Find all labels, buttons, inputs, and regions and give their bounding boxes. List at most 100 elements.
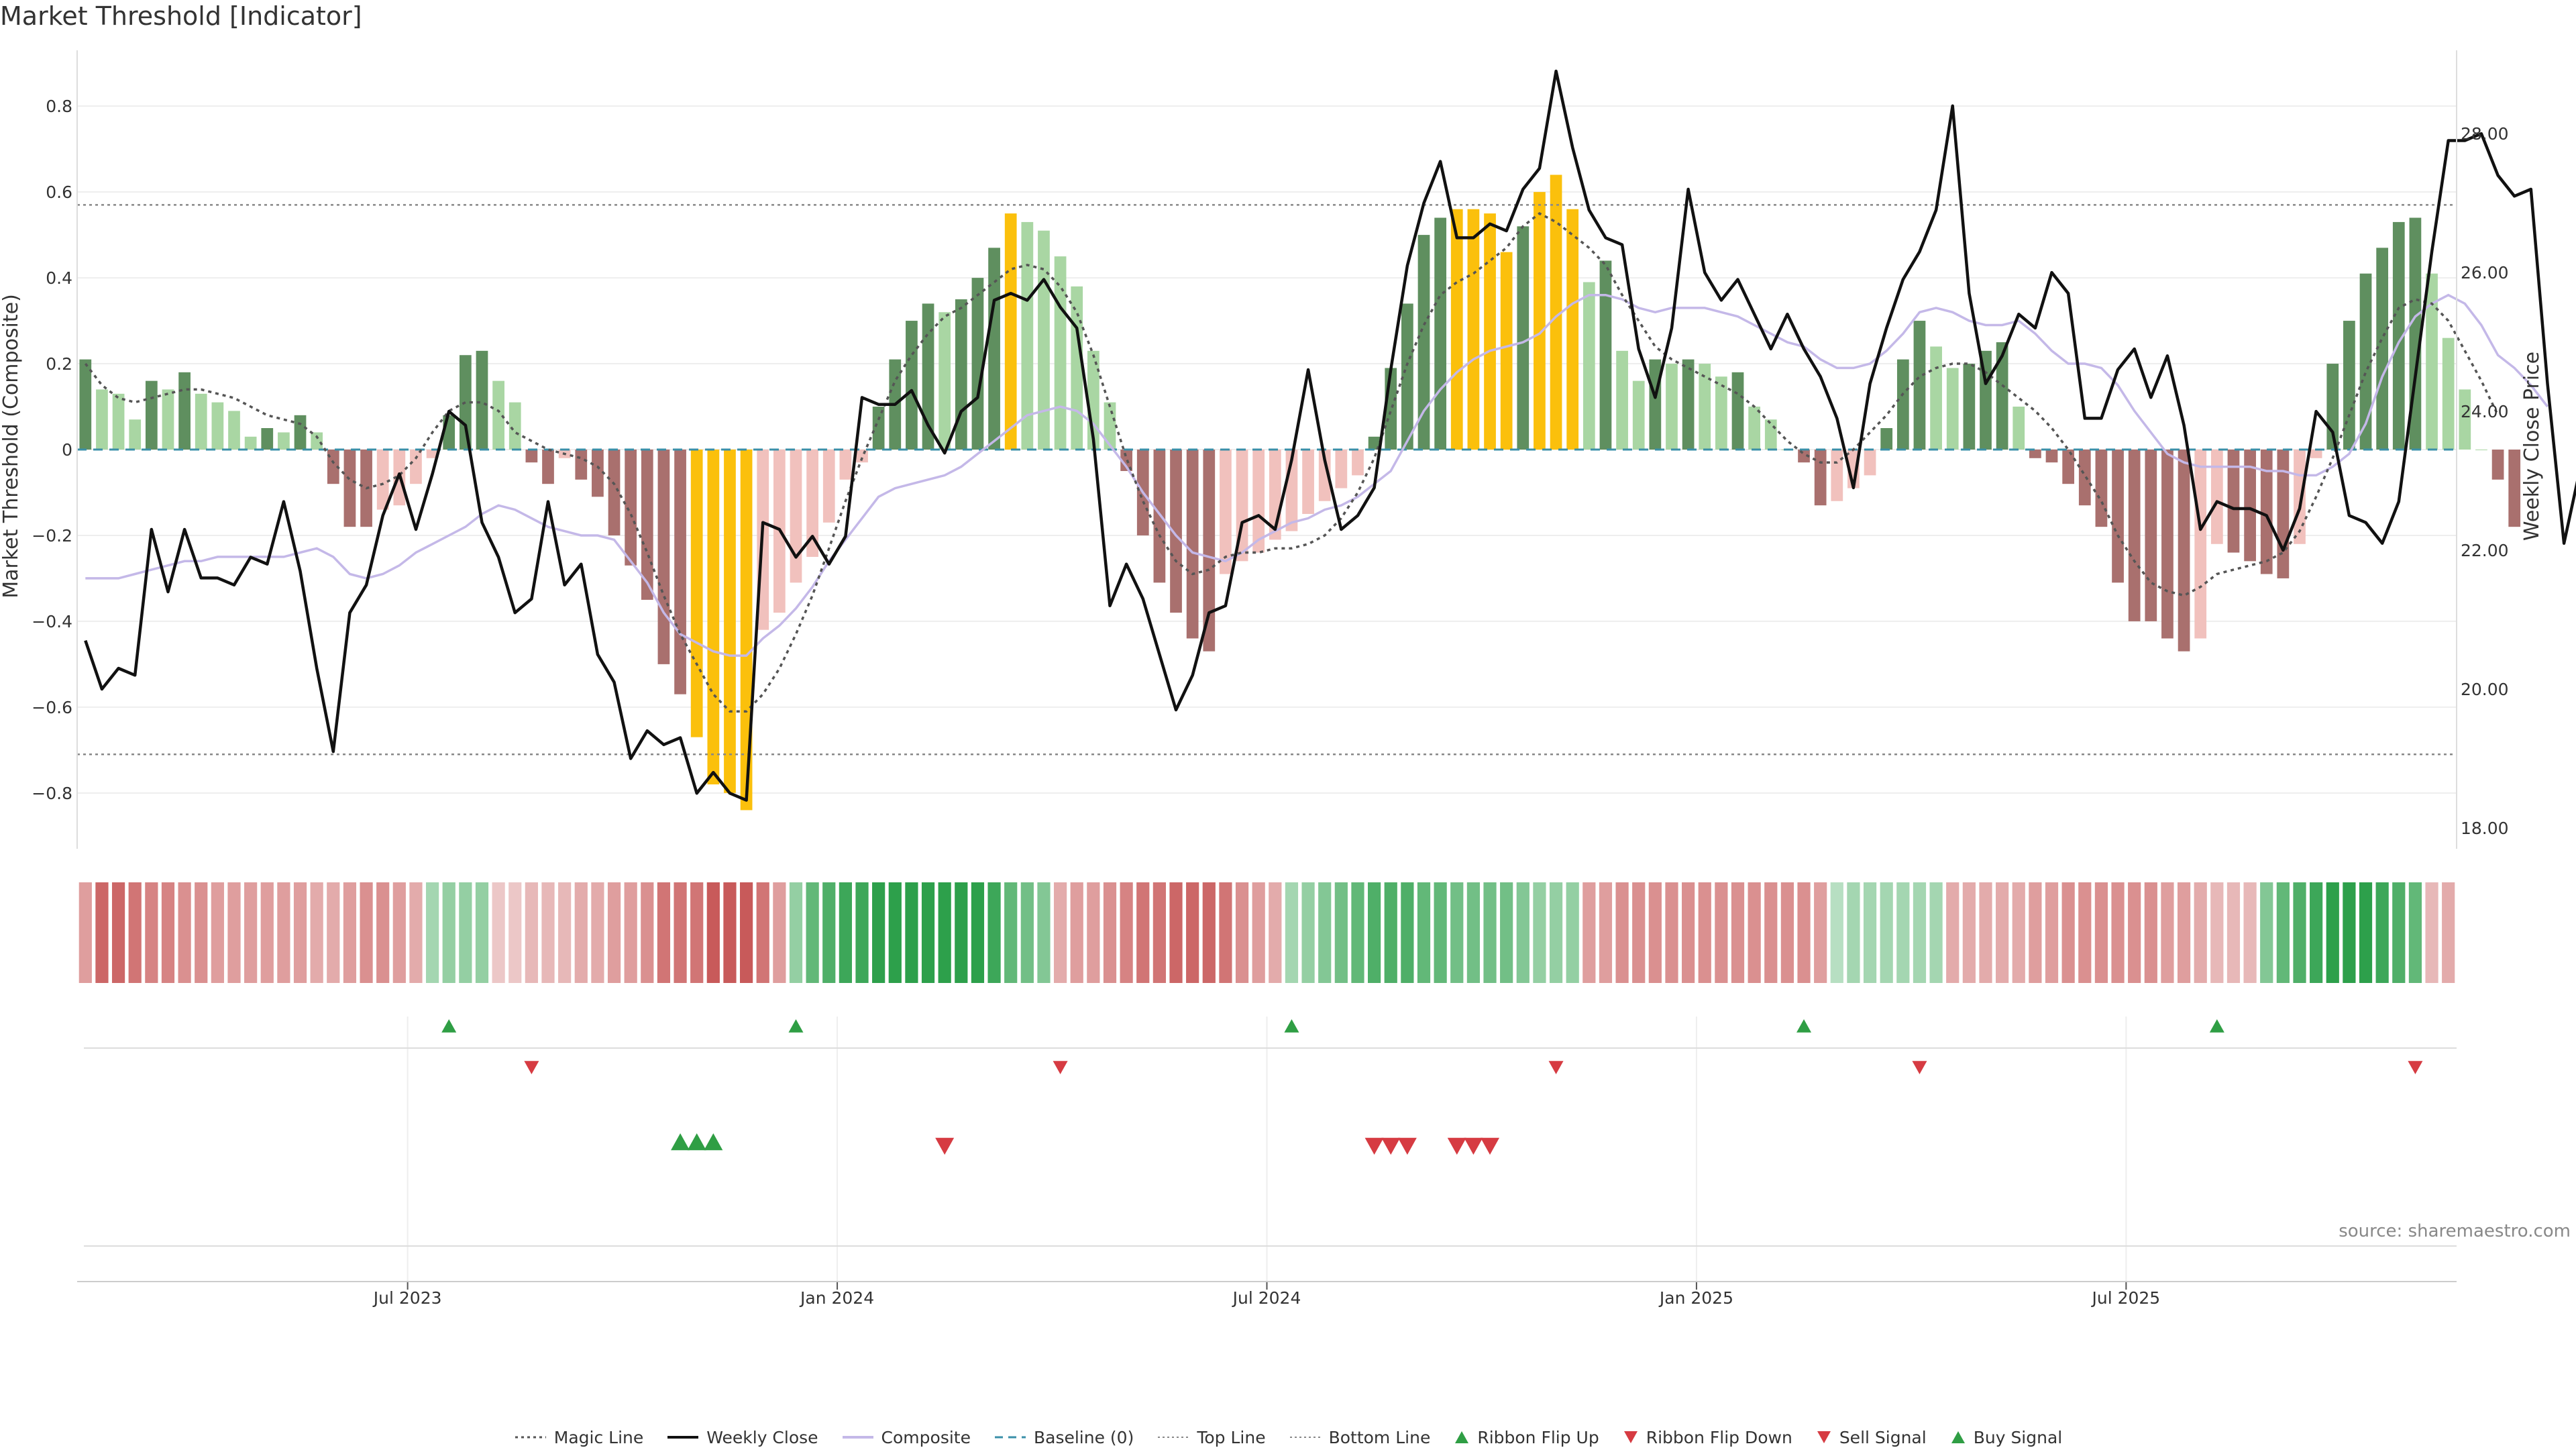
ribbon-cell (2375, 882, 2389, 983)
ribbon-cell (888, 882, 902, 983)
composite-bar (2145, 450, 2157, 621)
ribbon-cell (2310, 882, 2323, 983)
ribbon-cell (806, 882, 819, 983)
composite-bar (2459, 389, 2471, 450)
ribbon-cell (1599, 882, 1613, 983)
composite-bar (228, 411, 240, 450)
ribbon-cell (2029, 882, 2042, 983)
y-tick-label: 0.4 (46, 268, 72, 288)
ribbon-cell (2094, 882, 2108, 983)
ribbon-cell (2194, 882, 2207, 983)
composite-bar (1930, 346, 1942, 450)
composite-bar (2491, 450, 2504, 480)
composite-bar (459, 355, 472, 450)
threshold-lines (77, 204, 2457, 756)
gridlines (77, 105, 2457, 1282)
ribbon-cell (706, 882, 720, 983)
ribbon-cell (1417, 882, 1431, 983)
ribbon-cell (1682, 882, 1695, 983)
ribbon-cell (905, 882, 918, 983)
composite-bar (625, 450, 637, 566)
ribbon-cell (1979, 882, 1992, 983)
ribbon-cell (1202, 882, 1216, 983)
ribbon-flip-up-marker (2209, 1019, 2224, 1033)
legend-label: Magic Line (553, 1427, 644, 1447)
composite-line (85, 293, 2548, 657)
ribbon-cell (1847, 882, 1860, 983)
market-threshold-chart: 0.8 0.6 0.4 0.2 0 −0.2 −0.4 −0.6 −0.8 28.00 26.00 2… (0, 50, 2576, 1308)
composite-bar (1401, 303, 1413, 450)
x-tick-label: Jan 2025 (1658, 1288, 1733, 1308)
ribbon-cell (2408, 882, 2422, 983)
composite-bar (872, 407, 885, 450)
ribbon-cell (145, 882, 158, 983)
ribbon-cell (508, 882, 522, 983)
ribbon-cell (1962, 882, 1976, 983)
composite-bar (2062, 450, 2075, 484)
sell-signal-marker (1397, 1137, 1417, 1155)
composite-bar (96, 389, 108, 450)
y-tick-label: 0.8 (46, 97, 72, 116)
composite-bar (2012, 407, 2025, 450)
legend-item: Ribbon Flip Down (1622, 1428, 1792, 1447)
series-lines (84, 69, 2576, 802)
ribbon-cell (1285, 882, 1299, 983)
legend-label: Bottom Line (1328, 1427, 1431, 1447)
composite-bar (2194, 450, 2207, 639)
ribbon-cell (789, 882, 803, 983)
ribbon-cell (1566, 882, 1579, 983)
composite-bar (1864, 450, 1876, 476)
signal-markers (441, 1019, 2423, 1155)
ribbon-cell (2128, 882, 2141, 983)
ribbon-cell (1516, 882, 1529, 983)
ribbon-cell (657, 882, 671, 983)
composite-bar (1996, 342, 2008, 450)
ribbon-cell (1450, 882, 1464, 983)
ribbon-cell (442, 882, 455, 983)
composite-bar (2095, 450, 2108, 527)
sell-signal-marker (1364, 1137, 1384, 1155)
triangle-down-icon (1817, 1431, 1831, 1443)
composite-bar (1484, 213, 1496, 450)
buy-signal-marker (671, 1133, 690, 1151)
ribbon-cell (277, 882, 290, 983)
composite-bar (1963, 364, 1976, 450)
composite-bar (2343, 321, 2355, 450)
ribbon-cell (95, 882, 109, 983)
composite-bar (1170, 450, 1182, 613)
composite-bar (211, 402, 224, 450)
ribbon-cell (1004, 882, 1018, 983)
buy-signal-marker (687, 1133, 706, 1151)
thin-dotted-line-icon (1158, 1437, 1189, 1438)
legend: Magic Line Weekly Close Composite Baseline … (0, 1422, 2576, 1452)
composite-bar (1417, 235, 1430, 450)
axes: 0.8 0.6 0.4 0.2 0 −0.2 −0.4 −0.6 −0.8 28.00 26.00 2… (32, 50, 2509, 1308)
chart-title: Market Threshold [Indicator] (0, 1, 362, 31)
composite-bar (1831, 450, 1843, 501)
legend-item: Ribbon Flip Up (1453, 1428, 1599, 1447)
composite-bar (178, 372, 191, 450)
ribbon-cell (756, 882, 769, 983)
ribbon-cell (2276, 882, 2290, 983)
magic-line (84, 212, 2500, 713)
ribbon-cell (2045, 882, 2059, 983)
ribbon-cell (327, 882, 340, 983)
legend-label: Ribbon Flip Down (1646, 1427, 1792, 1447)
ribbon-cell (1020, 882, 1034, 983)
ribbon-cell (1896, 882, 1910, 983)
ribbon-cell (955, 882, 968, 983)
composite-bar (2029, 450, 2041, 458)
ribbon-cell (938, 882, 951, 983)
ribbon-cell (1053, 882, 1067, 983)
composite-bar (740, 450, 753, 811)
composite-bar (1302, 450, 1314, 514)
composite-bar (1649, 359, 1662, 450)
composite-bar (1153, 450, 1166, 583)
composite-bar (1467, 209, 1480, 450)
composite-bar (1550, 174, 1562, 450)
composite-bar (988, 248, 1000, 450)
ribbon-cell (78, 882, 92, 983)
ribbon-cell (541, 882, 555, 983)
y2-tick-label: 22.00 (2461, 541, 2509, 560)
y-tick-label: 0.2 (46, 354, 72, 374)
